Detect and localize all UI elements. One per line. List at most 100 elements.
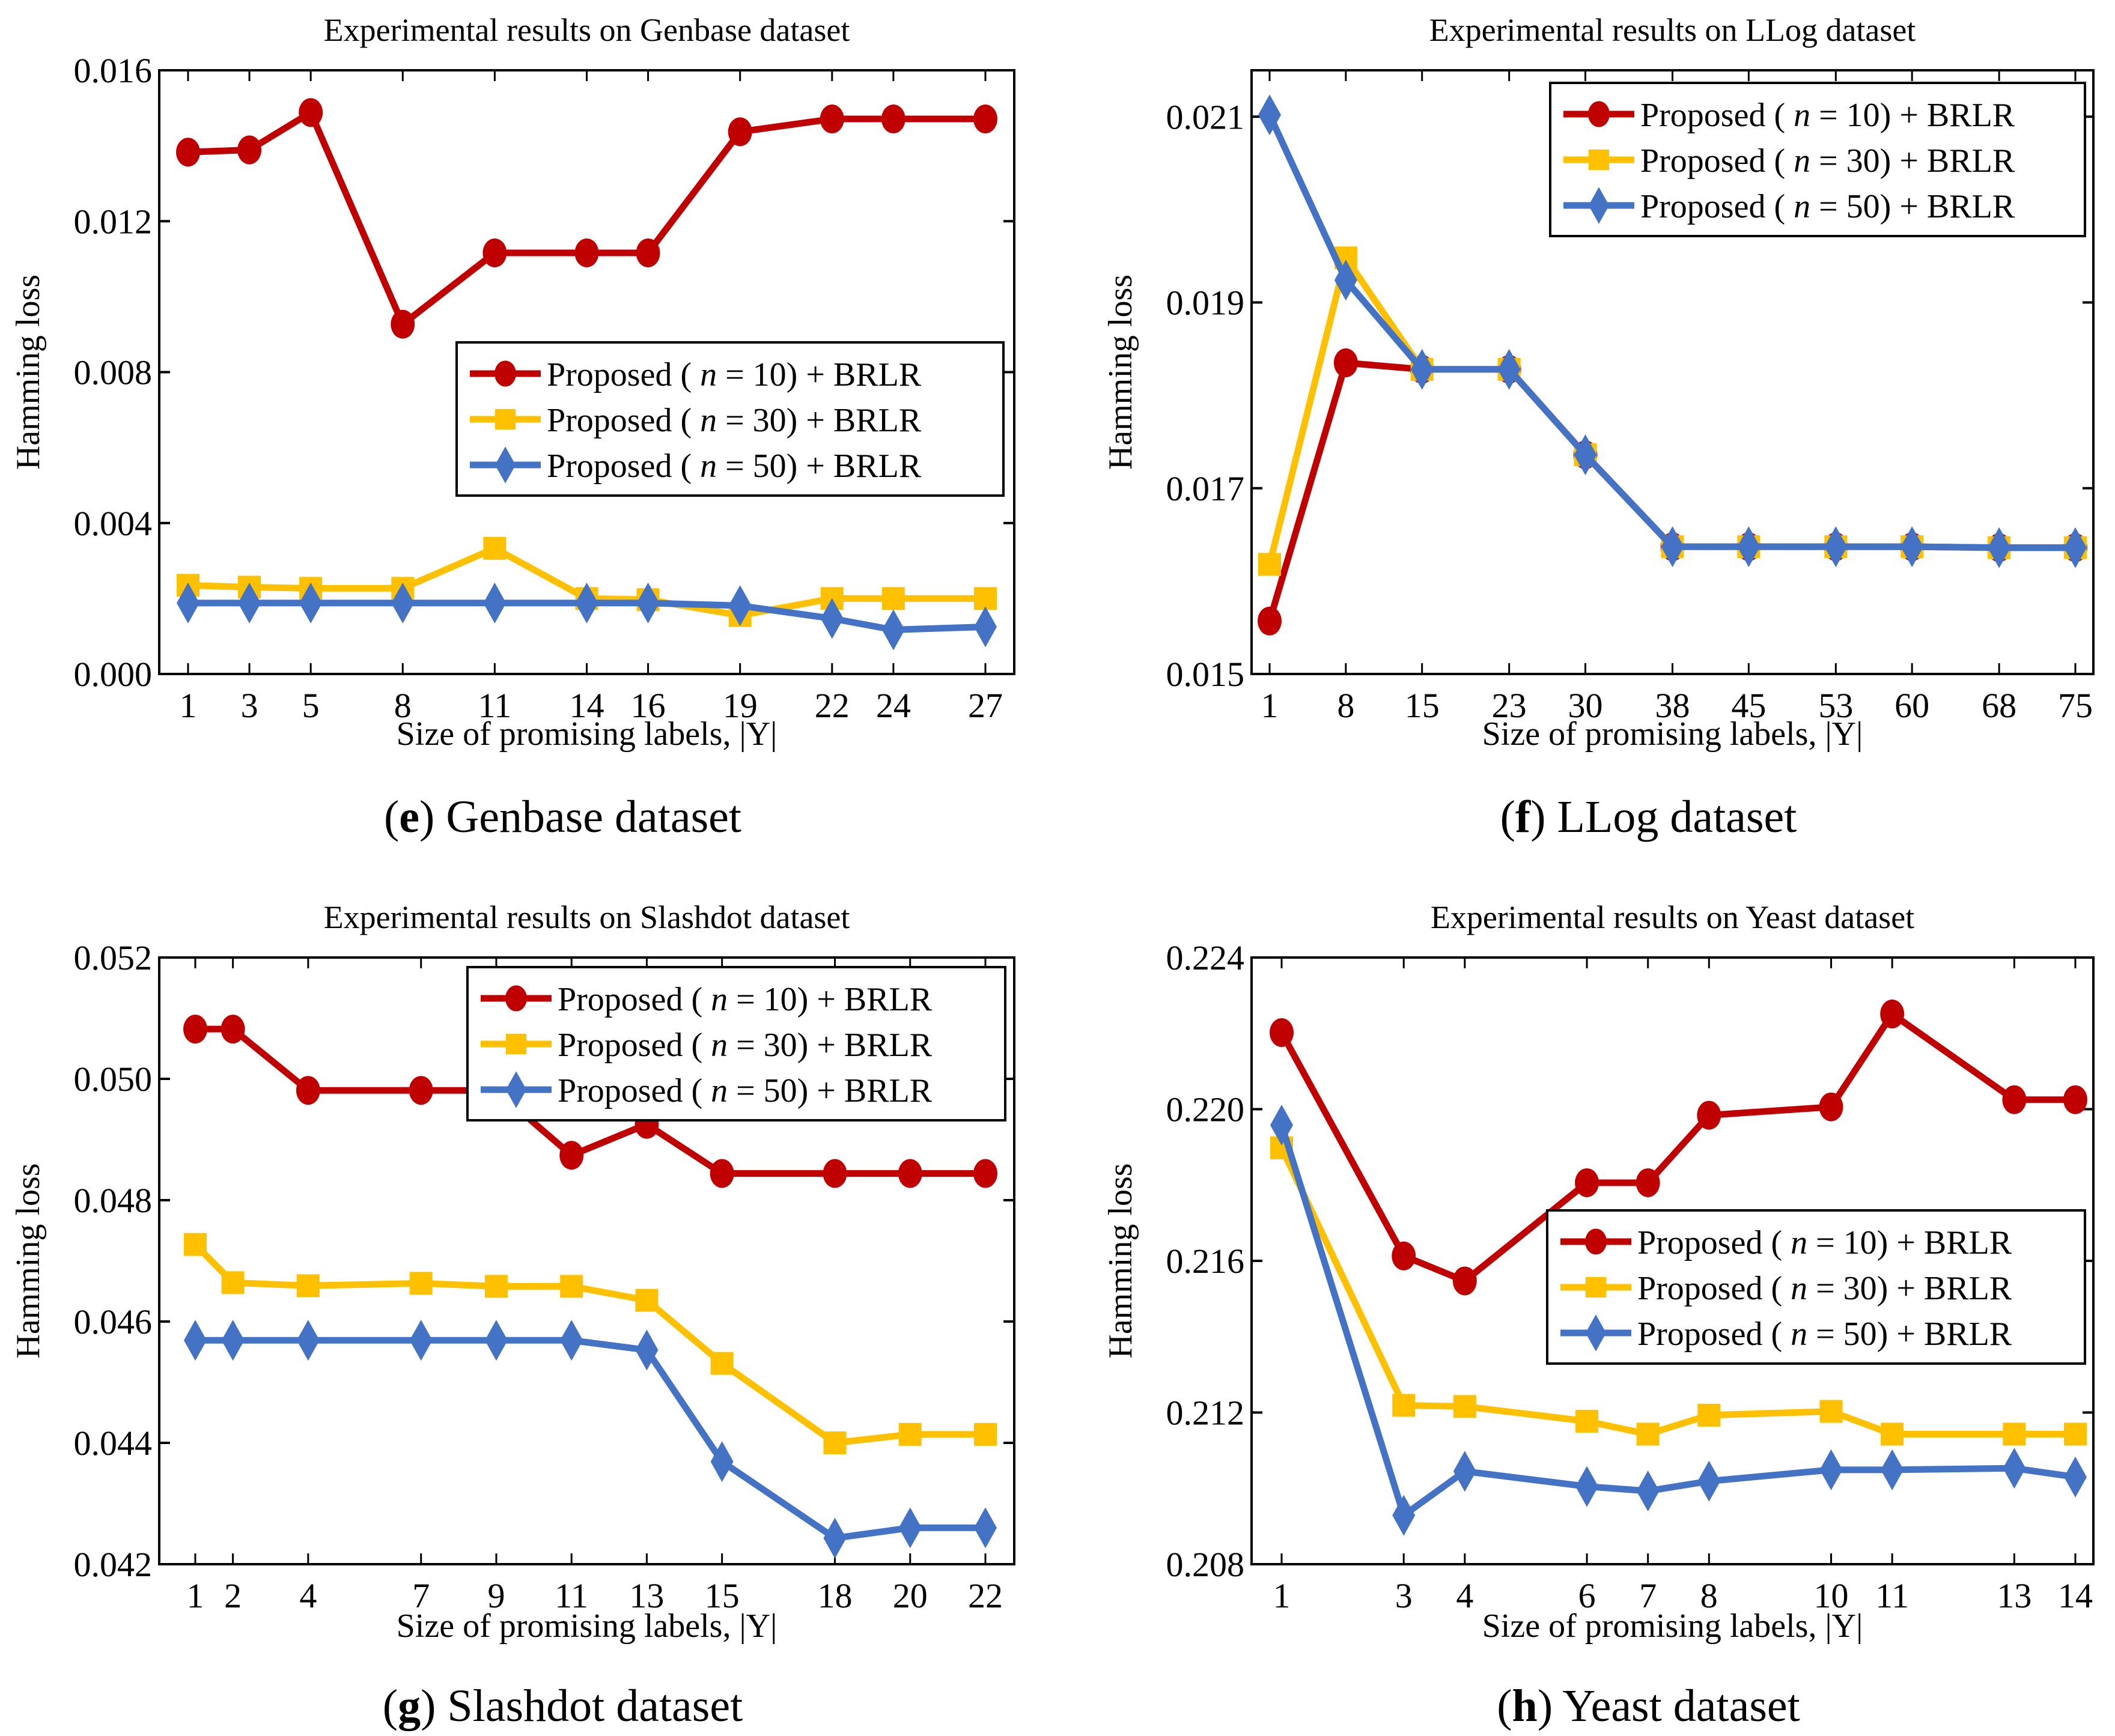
data-point-circle [1270, 1018, 1294, 1047]
legend-marker-diamond [1588, 187, 1610, 224]
data-point-circle [823, 1159, 847, 1188]
x-tick-label: 23 [1492, 686, 1527, 725]
data-point-diamond [1453, 1451, 1476, 1492]
series-n10 [176, 98, 997, 339]
y-tick-label: 0.012 [74, 202, 153, 241]
x-tick-label: 15 [1405, 686, 1440, 725]
data-point-circle [1258, 606, 1282, 636]
data-point-diamond [881, 609, 905, 651]
chart-panel-e: Experimental results on Genbase dataset 1… [10, 12, 1015, 842]
legend-entry: Proposed ( n = 30) + BRLR [1640, 142, 2015, 180]
data-point-diamond [1574, 434, 1597, 476]
series-n50 [1258, 94, 2087, 568]
x-tick-label: 20 [893, 1576, 928, 1615]
y-tick-label: 0.042 [74, 1545, 153, 1584]
data-point-diamond [1697, 1460, 1721, 1502]
data-point-diamond [409, 1320, 433, 1361]
chart-panel-f: Experimental results on LLog dataset 1 8 15… [1102, 12, 2095, 842]
x-tick-label: 7 [412, 1576, 430, 1615]
legend-entry: Proposed ( n = 50) + BRLR [1640, 188, 2015, 225]
x-tick-label: 1 [1273, 1576, 1291, 1615]
legend-entry: Proposed ( n = 10) + BRLR [1640, 97, 2015, 134]
data-point-circle [1392, 1241, 1416, 1270]
panel-caption: (e) Genbase dataset [384, 792, 741, 842]
data-point-diamond [1410, 348, 1434, 390]
data-point-circle [391, 309, 415, 339]
data-point-square [296, 1274, 320, 1297]
legend-entry: Proposed ( n = 30) + BRLR [1637, 1270, 2012, 1307]
data-point-diamond [1334, 259, 1357, 301]
y-axis-label: Hamming loss [1102, 275, 1139, 470]
x-tick-label: 3 [1395, 1576, 1413, 1615]
x-tick-label: 14 [2058, 1576, 2093, 1615]
legend: Proposed ( n = 10) + BRLR Proposed ( n = … [455, 341, 1005, 497]
data-point-circle [2063, 1085, 2087, 1114]
legend-entry: Proposed ( n = 10) + BRLR [1637, 1224, 2012, 1261]
series-line [1266, 359, 2075, 622]
x-tick-label: 18 [818, 1576, 853, 1615]
data-point-diamond [483, 582, 507, 624]
data-point-diamond [820, 598, 844, 639]
data-point-circle [409, 1076, 433, 1105]
legend-marker-diamond [1585, 1314, 1607, 1352]
x-tick-label: 4 [299, 1576, 317, 1615]
x-tick-label: 5 [302, 686, 320, 725]
x-tick-label: 3 [241, 686, 258, 725]
legend-box [1546, 1209, 2086, 1365]
data-point-circle [1697, 1100, 1721, 1130]
data-point-diamond [484, 1320, 508, 1361]
x-tick-label: 7 [1639, 1576, 1657, 1615]
x-tick-label: 13 [629, 1576, 664, 1615]
legend: Proposed ( n = 10) + BRLR Proposed ( n = … [1549, 82, 2086, 237]
legend: Proposed ( n = 10) + BRLR Proposed ( n = … [1546, 1209, 2086, 1365]
data-point-circle [636, 238, 660, 268]
data-point-circle [710, 1159, 734, 1188]
x-tick-label: 53 [1818, 686, 1853, 725]
data-point-circle [1452, 1266, 1477, 1296]
data-point-square [635, 1288, 659, 1312]
x-axis-label: Size of promising labels, |Y| [1482, 1607, 1863, 1645]
y-tick-label: 0.008 [74, 353, 153, 392]
data-point-circle [183, 1015, 207, 1044]
x-tick-label: 22 [815, 686, 850, 725]
y-axis-label: Hamming loss [1102, 1163, 1139, 1358]
data-point-square [974, 587, 997, 610]
data-point-square [483, 536, 507, 560]
panel-caption: (f) LLog dataset [1500, 792, 1797, 842]
data-point-circle [176, 138, 200, 167]
data-point-circle [221, 1015, 245, 1044]
legend-entry: Proposed ( n = 50) + BRLR [547, 448, 922, 485]
data-point-square [710, 1352, 734, 1375]
legend-marker-circle [1585, 1228, 1607, 1255]
data-point-diamond [1258, 94, 1281, 136]
x-tick-label: 19 [723, 686, 758, 725]
x-tick-label: 11 [478, 686, 511, 725]
data-point-circle [898, 1159, 922, 1188]
legend-marker-square [1588, 149, 1610, 171]
series-n50 [177, 582, 997, 651]
data-point-circle [559, 1141, 584, 1170]
legend-box [466, 966, 1006, 1121]
y-tick-label: 0.021 [1166, 97, 1245, 136]
x-tick-label: 1 [180, 686, 197, 725]
chart-title: Experimental results on Genbase dataset [324, 12, 850, 48]
data-point-diamond [1881, 1449, 1904, 1490]
panel-caption: (h) Yeast dataset [1497, 1681, 1800, 1731]
data-point-diamond [391, 582, 415, 624]
series-line [1279, 1010, 2075, 1284]
data-point-circle [728, 117, 752, 147]
x-tick-label: 9 [487, 1576, 505, 1615]
series-n50 [1270, 1105, 2087, 1536]
data-point-square [409, 1272, 433, 1295]
series-n30 [1270, 1136, 2087, 1446]
data-point-circle [482, 238, 507, 268]
x-tick-label: 60 [1894, 686, 1929, 725]
data-point-diamond [898, 1507, 922, 1549]
data-point-square [2003, 1422, 2026, 1446]
panel-caption: (g) Slashdot dataset [383, 1681, 743, 1731]
legend-entry: Proposed ( n = 30) + BRLR [558, 1027, 933, 1064]
y-tick-label: 0.052 [74, 938, 153, 977]
legend-marker-square [495, 408, 516, 430]
x-tick-label: 22 [968, 1576, 1003, 1615]
legend-entry: Proposed ( n = 30) + BRLR [547, 402, 922, 439]
